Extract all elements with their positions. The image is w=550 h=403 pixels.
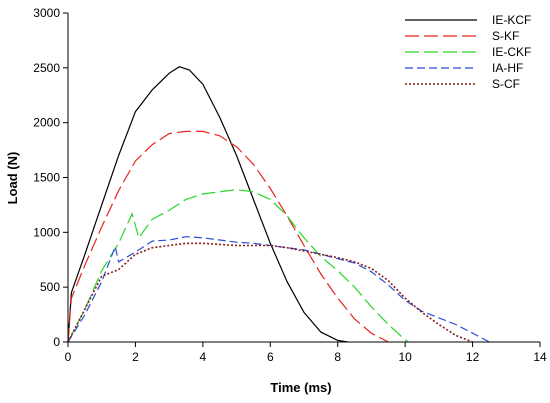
legend-label: S-CF: [492, 77, 520, 91]
y-tick-label: 2500: [33, 61, 60, 75]
legend: IE-KCF S-KF IE-CKF IA-HF S-CF: [405, 13, 531, 91]
x-tick-label: 2: [132, 350, 139, 364]
plot-series: [67, 66, 490, 343]
x-tick-label: 8: [334, 350, 341, 364]
x-axis-title: Time (ms): [270, 380, 331, 395]
series-line-s-kf: [67, 130, 389, 343]
legend-label: S-KF: [492, 29, 519, 43]
legend-label: IA-HF: [492, 61, 523, 75]
y-tick-label: 3000: [33, 6, 60, 20]
x-tick-label: 14: [533, 350, 547, 364]
y-tick-label: 1000: [33, 225, 60, 239]
y-axis-title: Load (N): [5, 152, 20, 205]
legend-label: IE-KCF: [492, 13, 531, 27]
y-tick-label: 0: [53, 335, 60, 349]
series-line-ia-hf: [67, 236, 490, 343]
series-line-ie-kcf: [67, 66, 348, 343]
legend-label: IE-CKF: [492, 45, 531, 59]
x-tick-label: 6: [267, 350, 274, 364]
series-line-s-cf: [67, 242, 473, 343]
x-tick-label: 12: [466, 350, 480, 364]
axis-ticks: 0 2 4 6 8 10 12 14 0 500 1000 1500 2000 2500 3000: [33, 6, 547, 364]
y-tick-label: 500: [40, 280, 60, 294]
x-tick-label: 0: [65, 350, 72, 364]
x-tick-label: 10: [398, 350, 412, 364]
y-tick-label: 2000: [33, 116, 60, 130]
series-line-ie-ckf: [67, 188, 409, 343]
x-tick-label: 4: [200, 350, 207, 364]
y-tick-label: 1500: [33, 171, 60, 185]
